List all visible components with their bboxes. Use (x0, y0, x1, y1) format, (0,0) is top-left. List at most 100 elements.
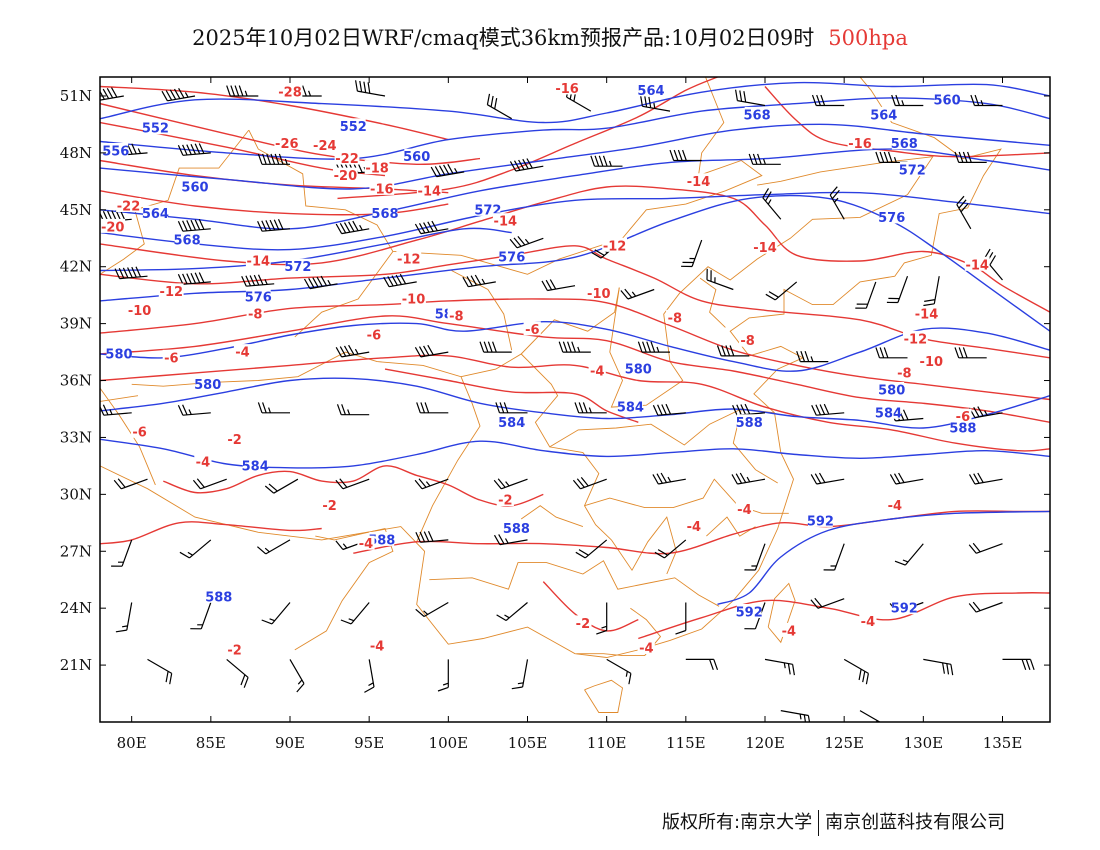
wind-barb (511, 659, 529, 690)
height-contour-label-bg (744, 106, 770, 121)
wind-barb (968, 542, 1003, 554)
temp-contour-label: -4 (639, 642, 653, 657)
border-line (767, 582, 796, 644)
temp-contour-label: -10 (920, 355, 944, 370)
x-tick-label: 80E (117, 734, 147, 752)
temp-contour-label: -4 (782, 624, 796, 639)
height-contour (100, 148, 1050, 230)
x-tick-label: 100E (429, 734, 469, 752)
height-contour-label-bg (871, 106, 897, 121)
wind-barb (111, 539, 133, 567)
height-contour-label-bg (245, 289, 271, 304)
temp-contour-label: -14 (418, 184, 442, 199)
height-contour-label: 588 (368, 533, 395, 548)
temp-contour-label-bg (903, 330, 928, 345)
border-line (584, 478, 789, 514)
height-contour-label-bg (499, 249, 525, 264)
wind-barb (355, 80, 386, 97)
height-contour-label: 552 (142, 122, 169, 137)
height-contour-label: 584 (875, 406, 902, 421)
wind-barb (669, 149, 702, 162)
height-contour-label-bg (404, 148, 430, 163)
height-contour (717, 510, 1050, 606)
wind-barb (923, 276, 940, 307)
temp-contour-label-bg (233, 344, 252, 359)
temp-contour-label-bg (964, 256, 990, 271)
height-contour-label: 568 (371, 207, 398, 222)
temp-contour-label: -12 (397, 253, 421, 268)
x-tick-label: 115E (666, 734, 706, 752)
temp-contour (100, 354, 1050, 452)
height-contour-label-bg (879, 382, 905, 396)
temp-contour-label: -8 (449, 310, 463, 325)
height-contour-label-bg (143, 120, 168, 135)
height-contour-label-bg (618, 399, 643, 414)
x-tick-label: 130E (904, 734, 944, 752)
wind-barb (823, 543, 845, 571)
temp-contour-label: -4 (687, 520, 701, 535)
temp-contour-label: -2 (227, 433, 241, 448)
border-line (611, 516, 677, 575)
temp-contour-label-bg (954, 408, 972, 423)
axes-layer: 80E 85E 90E 95E 100E 105E 110E 115E 120E 125E 130E… (60, 77, 1050, 752)
height-contour-label: 580 (878, 384, 905, 399)
wind-barb (590, 155, 623, 167)
height-contour (100, 123, 1050, 190)
temp-contour-label: -20 (334, 169, 358, 184)
temp-contour-label: -14 (247, 255, 271, 270)
border-line (100, 77, 1002, 658)
border-line (100, 395, 139, 402)
x-tick-label: 85E (196, 734, 226, 752)
height-contour-label: 564 (142, 207, 169, 222)
temp-contour-label: -12 (904, 332, 928, 347)
border-line (520, 505, 584, 528)
y-tick-label: 48N (60, 144, 92, 162)
temp-contour-label: -22 (335, 152, 359, 167)
wind-barb (572, 477, 607, 490)
temp-contour-label-bg (364, 160, 390, 175)
temp-contour-label: -6 (956, 410, 970, 425)
temp-contour-label-bg (735, 501, 753, 516)
wind-barb (811, 94, 845, 107)
wind-barb (415, 601, 449, 618)
height-contour-label: 584 (617, 401, 644, 416)
height-contour-label-bg (285, 258, 311, 273)
wind-barb (762, 188, 782, 220)
pressure-level-label: 500hpa (828, 26, 908, 50)
x-tick-label: 95E (354, 734, 384, 752)
wind-barb (100, 87, 124, 101)
wind-barb (829, 186, 845, 220)
height-contour-label: 576 (498, 251, 525, 266)
temp-contour-label: -22 (117, 200, 141, 215)
wind-barb (765, 281, 798, 301)
wind-barb (335, 478, 370, 490)
border-line (294, 527, 394, 651)
wind-barb (681, 239, 703, 268)
height-contour-label: 552 (340, 120, 367, 135)
temp-contour-label: -14 (965, 258, 989, 273)
height-contour-label: 584 (242, 459, 269, 474)
wind-barb (1002, 658, 1035, 670)
height-contour (100, 227, 512, 272)
x-tick-label: 135E (983, 734, 1023, 752)
wind-barb (652, 472, 686, 485)
temp-contour-label-bg (496, 492, 514, 506)
temp-contour-label: -4 (196, 456, 210, 471)
contour-labels-layer: 556 552 552 560 560 564 568 572 576 568 572 576 580 5… (100, 80, 990, 658)
wind-barb (335, 220, 370, 235)
height-contour-label-bg (736, 414, 762, 429)
wind-barb (437, 659, 449, 692)
copyright-footer: 版权所有:南京大学 南京创蓝科技有限公司 (662, 808, 1005, 836)
wind-barb (493, 534, 528, 546)
border-line (100, 129, 250, 275)
temp-contour-label: -4 (737, 503, 751, 518)
height-contour (100, 320, 1050, 372)
temp-contour (353, 510, 1050, 555)
temp-contour-label-bg (416, 182, 442, 197)
wind-barb (855, 281, 877, 309)
temp-contour-label: -2 (576, 617, 590, 632)
height-contour-label: 592 (736, 606, 763, 621)
temp-contour-label: -10 (402, 293, 426, 308)
wind-barb (264, 478, 299, 494)
temp-contour-label: -14 (915, 308, 939, 323)
